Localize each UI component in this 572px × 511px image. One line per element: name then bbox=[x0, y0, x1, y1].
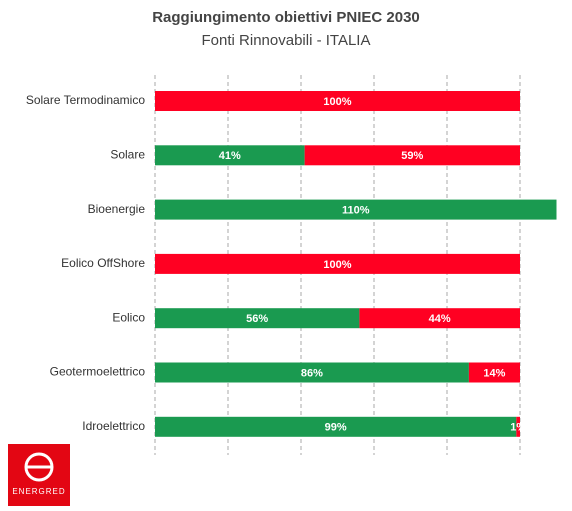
value-label: 59% bbox=[401, 150, 423, 162]
logo-text: ENERGRED bbox=[12, 487, 65, 496]
y-tick-label: Eolico OffShore bbox=[61, 256, 145, 270]
value-label: 110% bbox=[342, 205, 370, 217]
bar-segment bbox=[155, 199, 557, 220]
bar-segment bbox=[304, 145, 520, 166]
y-tick-label: Eolico bbox=[112, 310, 145, 324]
bar-segment bbox=[155, 145, 305, 166]
bar-segment bbox=[155, 91, 520, 111]
y-tick-label: Geotermoelettrico bbox=[50, 365, 146, 379]
value-label: 100% bbox=[323, 259, 351, 271]
y-tick-label: Solare Termodinamico bbox=[26, 93, 145, 107]
value-label: 100% bbox=[323, 96, 351, 108]
chart-subtitle: Fonti Rinnovabili - ITALIA bbox=[202, 32, 371, 49]
logo: ENERGRED bbox=[8, 444, 70, 506]
bar-segment bbox=[155, 253, 520, 274]
value-label: 41% bbox=[219, 150, 241, 162]
bar-segment bbox=[516, 416, 520, 437]
y-tick-label: Solare bbox=[110, 147, 145, 161]
chart-title: Raggiungimento obiettivi PNIEC 2030 bbox=[152, 9, 420, 26]
value-label: 99% bbox=[325, 422, 347, 434]
value-label: 14% bbox=[483, 367, 505, 379]
bar-segment bbox=[155, 416, 517, 437]
value-label: 44% bbox=[429, 313, 451, 325]
y-tick-label: Bioenergie bbox=[88, 202, 146, 216]
logo-mark bbox=[24, 452, 54, 482]
bar-segment bbox=[155, 362, 469, 383]
bar-segment bbox=[359, 308, 520, 329]
bar-segment bbox=[155, 308, 360, 329]
bar-segment bbox=[468, 362, 520, 383]
value-label: 1% bbox=[510, 422, 526, 434]
value-label: 56% bbox=[246, 313, 268, 325]
y-tick-label: Idroelettrico bbox=[82, 419, 145, 433]
value-label: 86% bbox=[301, 367, 323, 379]
